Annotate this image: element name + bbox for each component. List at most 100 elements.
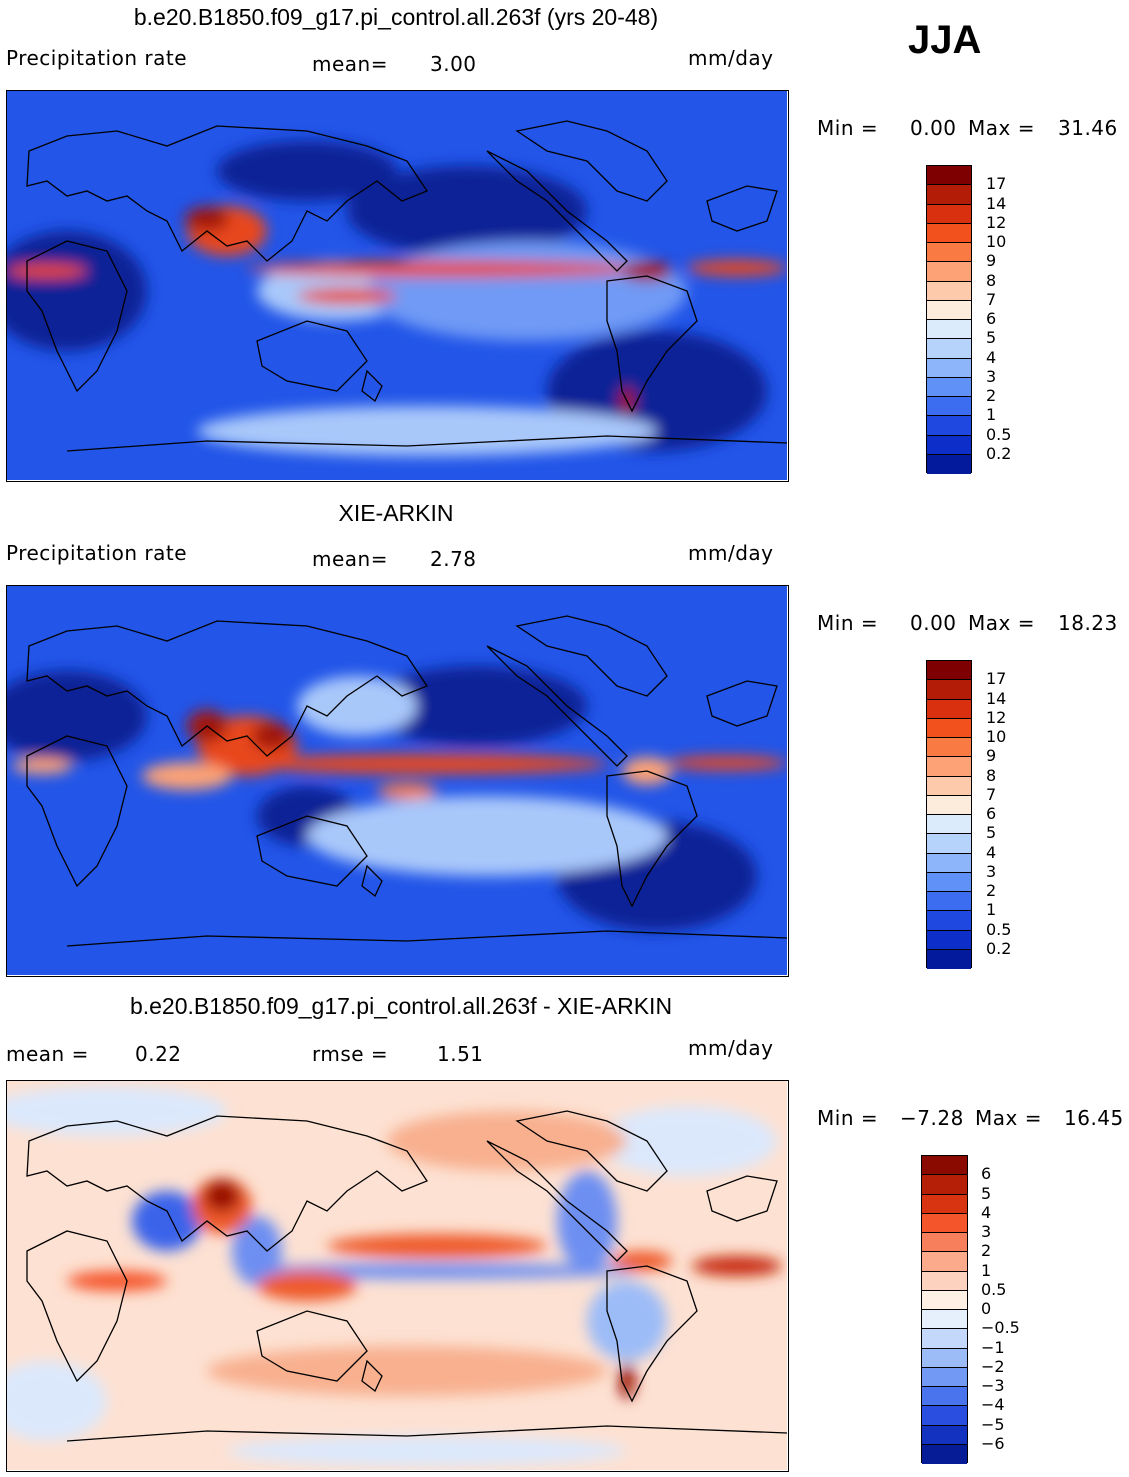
colorbar-swatch	[922, 1252, 967, 1272]
panel-1-max-value: 31.46	[1058, 116, 1118, 140]
colorbar-swatch	[927, 416, 971, 436]
colorbar-swatch	[927, 834, 971, 854]
colorbar-tick-label: 12	[986, 212, 1007, 232]
colorbar-tick-label: 10	[986, 232, 1007, 251]
colorbar-swatch	[927, 661, 971, 681]
colorbar-swatch	[927, 738, 971, 758]
precip-difference-field	[7, 1081, 787, 1470]
colorbar-swatch	[927, 185, 971, 205]
colorbar-swatch	[922, 1425, 967, 1445]
panel-3-title: b.e20.B1850.f09_g17.pi_control.all.263f …	[129, 993, 673, 1019]
colorbar-tick-label: 3	[981, 1222, 992, 1241]
colorbar-swatch	[927, 718, 971, 738]
colorbar-tick-label: −0.5	[981, 1318, 1020, 1338]
colorbar-swatch	[922, 1271, 967, 1291]
colorbar-tick-label: −3	[981, 1376, 1005, 1395]
colorbar-tick-label: 4	[986, 347, 997, 367]
colorbar-swatch	[922, 1194, 967, 1214]
colorbar-tick-label: 3	[986, 861, 997, 881]
colorbar-tick-label: 0.5	[986, 424, 1012, 444]
colorbar-tick-label: 5	[986, 328, 997, 348]
colorbar-swatch	[927, 892, 971, 912]
panel-3-min-value: −7.28	[900, 1106, 964, 1130]
colorbar-tick-label: 3	[986, 366, 997, 386]
panel-2-min-value: 0.00	[910, 611, 957, 635]
colorbar-swatch	[927, 397, 971, 417]
colorbar-swatch	[927, 872, 971, 892]
panel-3-mean-label: mean =	[6, 1042, 89, 1066]
colorbar-swatch	[922, 1290, 967, 1310]
panel-2-title: XIE-ARKIN	[338, 500, 454, 526]
colorbar-swatch	[922, 1348, 967, 1368]
panel-2-max-label: Max =	[968, 611, 1035, 635]
colorbar-swatch	[927, 757, 971, 777]
colorbar-swatch	[927, 223, 971, 243]
panel-2-mean-label: mean=	[312, 547, 388, 571]
colorbar-swatch	[927, 949, 971, 969]
colorbar-swatch	[927, 930, 971, 950]
colorbar-swatch	[927, 243, 971, 263]
panel-1-mean-value: 3.00	[430, 52, 477, 76]
coastlines	[26, 120, 787, 452]
colorbar-tick-label: 6	[981, 1164, 992, 1184]
colorbar-swatch	[922, 1213, 967, 1233]
colorbar-swatch	[922, 1175, 967, 1195]
colorbar-tick-label: 8	[986, 270, 997, 290]
colorbar-swatch	[927, 377, 971, 397]
colorbar-swatch	[927, 680, 971, 700]
colorbar-tick-label: 2	[986, 881, 997, 900]
colorbar-tick-label: 0	[981, 1299, 992, 1318]
colorbar-swatch	[922, 1444, 967, 1464]
colorbar-tick-label: 1	[986, 900, 997, 920]
colorbar-tick-label: 14	[986, 688, 1007, 708]
colorbar-swatch	[927, 815, 971, 835]
panel-3-min-label: Min =	[817, 1106, 879, 1130]
panel-2-colorbar	[926, 660, 972, 969]
colorbar-tick-label: 0.5	[981, 1279, 1007, 1299]
panel-2-mean-value: 2.78	[430, 547, 477, 571]
colorbar-tick-label: 9	[986, 251, 997, 271]
colorbar-swatch	[927, 454, 971, 474]
colorbar-swatch	[927, 262, 971, 282]
panel-3-map	[6, 1080, 789, 1472]
precip-model-field	[7, 91, 787, 480]
colorbar-swatch	[922, 1310, 967, 1330]
colorbar-tick-label: −4	[981, 1395, 1005, 1415]
panel-1-min-value: 0.00	[910, 116, 957, 140]
panel-3-max-value: 16.45	[1064, 1106, 1124, 1130]
colorbar-tick-label: 4	[981, 1202, 992, 1222]
panel-3-rmse-label: rmse =	[312, 1042, 389, 1066]
panel-1-variable-label: Precipitation rate	[6, 46, 187, 70]
colorbar-swatch	[927, 320, 971, 340]
colorbar-tick-label: 12	[986, 707, 1007, 727]
colorbar-swatch	[922, 1156, 967, 1176]
precip-obs-field	[7, 586, 787, 975]
colorbar-tick-label: 2	[981, 1241, 992, 1261]
colorbar-tick-label: −1	[981, 1337, 1005, 1357]
colorbar-swatch	[927, 204, 971, 224]
panel-1-max-label: Max =	[968, 116, 1035, 140]
colorbar-swatch	[927, 435, 971, 455]
colorbar-tick-label: 4	[986, 842, 997, 862]
panel-1-mean-label: mean=	[312, 52, 388, 76]
colorbar-swatch	[927, 699, 971, 719]
colorbar-tick-label: 0.5	[986, 919, 1012, 939]
colorbar-swatch	[927, 853, 971, 873]
colorbar-tick-label: 17	[986, 669, 1007, 689]
colorbar-swatch	[927, 358, 971, 378]
panel-2-map	[6, 585, 789, 977]
colorbar-tick-label: 6	[986, 804, 997, 823]
colorbar-tick-label: −5	[981, 1414, 1005, 1434]
panel-1-units: mm/day	[688, 46, 774, 70]
coastlines	[26, 1110, 787, 1442]
panel-2-units: mm/day	[688, 541, 774, 565]
colorbar-tick-label: 2	[986, 386, 997, 405]
colorbar-tick-label: 17	[986, 174, 1007, 194]
colorbar-tick-label: 9	[986, 746, 997, 766]
colorbar-tick-label: 0.2	[986, 443, 1012, 463]
colorbar-tick-label: −6	[981, 1433, 1005, 1453]
colorbar-swatch	[927, 911, 971, 931]
panel-2-max-value: 18.23	[1058, 611, 1118, 635]
panel-3-colorbar	[921, 1155, 968, 1464]
colorbar-tick-label: 5	[986, 823, 997, 843]
